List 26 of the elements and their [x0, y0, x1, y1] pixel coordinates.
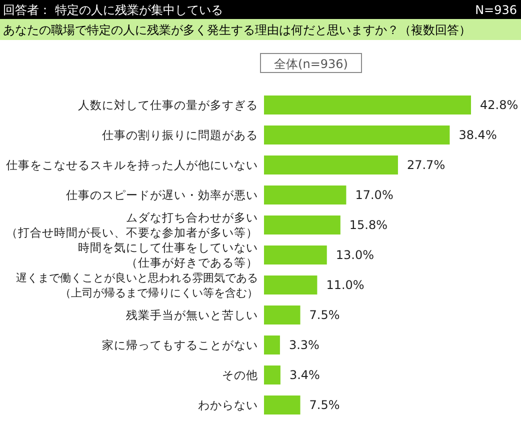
- data-label: 27.7%: [406, 158, 446, 172]
- y-tick-label: 仕事のスピードが遅い・効率が悪い: [65, 188, 258, 202]
- y-tick-label: 仕事をこなせるスキルを持った人が他にいない: [5, 158, 258, 172]
- data-label: 11.0%: [326, 278, 364, 292]
- y-tick-label: 仕事の割り振りに問題がある: [101, 128, 258, 142]
- y-tick-label: その他: [222, 368, 258, 382]
- y-tick-label: ムダな打ち合わせが多い（打合せ時間が長い、不要な参加者が多い等）: [6, 210, 258, 240]
- text: N=936: [475, 3, 517, 17]
- data-label: 15.8%: [349, 218, 388, 232]
- legend-title: 全体(n=936): [274, 57, 348, 71]
- data-label: 7.5%: [309, 308, 340, 322]
- y-tick-label: 時間を気にして仕事をしていない（仕事が好きである等）: [78, 240, 258, 270]
- data-label: 7.5%: [309, 398, 340, 412]
- data-label: 13.0%: [336, 248, 374, 262]
- y-tick-label: 遅くまで働くことが良いと思われる雰囲気である（上司が帰るまで帰りにくい等を含む）: [16, 272, 258, 300]
- y-tick-label: 人数に対して仕事の量が多すぎる: [78, 98, 258, 112]
- data-label: 3.3%: [288, 338, 320, 352]
- y-tick-label: 家に帰ってもすることがない: [102, 338, 258, 352]
- text: 回答者： 特定の人に残業が集中している: [3, 3, 223, 17]
- data-label: 38.4%: [458, 128, 497, 142]
- y-tick-label: わからない: [198, 398, 258, 412]
- y-tick-label: 残業手当が無いと苦しい: [126, 308, 258, 322]
- chart-subtitle: あなたの職場で特定の人に残業が多く発生する理由は何だと思いますか？（複数回答）: [3, 23, 471, 37]
- data-label: 3.4%: [289, 368, 320, 382]
- data-label: 17.0%: [355, 188, 394, 202]
- data-label: 42.8%: [480, 98, 518, 112]
